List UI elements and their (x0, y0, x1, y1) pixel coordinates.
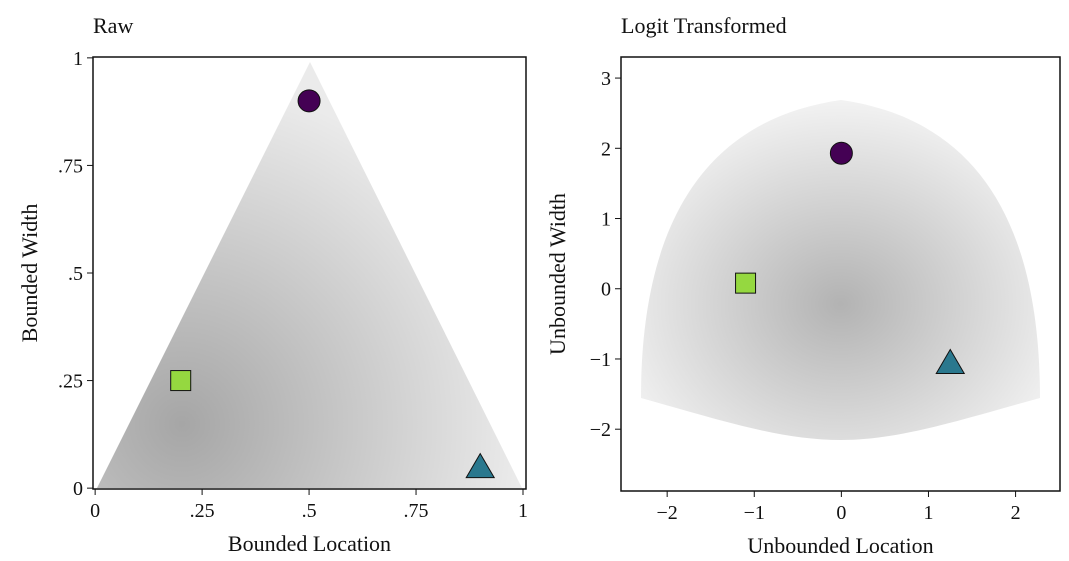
y-tick-label: −1 (590, 349, 611, 371)
point-square (735, 272, 757, 294)
point-circle (829, 141, 853, 165)
x-tick-label: .25 (190, 500, 215, 522)
x-tick-label: 2 (1011, 502, 1021, 524)
x-tick-label: .75 (404, 500, 429, 522)
y-tick-label: .5 (68, 263, 83, 285)
chart-title: Raw (93, 13, 133, 38)
y-tick-label: 1 (601, 209, 611, 231)
y-tick-label: 1 (73, 48, 83, 70)
x-tick-label: .5 (302, 500, 317, 522)
x-tick-label: 1 (923, 502, 933, 524)
x-tick-label: 0 (836, 502, 846, 524)
y-tick-label: .75 (58, 155, 83, 177)
y-tick-label: 0 (601, 279, 611, 301)
x-axis-label: Bounded Location (228, 531, 391, 556)
y-tick-label: 3 (601, 68, 611, 90)
point-square (170, 370, 192, 392)
density-shading (97, 62, 522, 488)
point-circle (297, 89, 321, 113)
y-tick-label: 2 (601, 138, 611, 160)
x-tick-label: 1 (518, 500, 528, 522)
plot-frame (620, 56, 1061, 492)
y-tick-label: .25 (58, 371, 83, 393)
x-tick-label: −2 (657, 502, 678, 524)
x-axis-label: Unbounded Location (747, 533, 933, 558)
point-triangle (465, 452, 496, 479)
y-tick-label: 0 (73, 478, 83, 500)
y-axis-label: Bounded Width (17, 204, 42, 343)
x-tick-label: 0 (90, 500, 100, 522)
density-shading (641, 100, 1040, 440)
y-axis-label: Unbounded Width (545, 193, 570, 355)
y-tick-label: −2 (590, 419, 611, 441)
x-tick-label: −1 (744, 502, 765, 524)
point-triangle (935, 348, 966, 374)
chart-title: Logit Transformed (621, 13, 787, 38)
